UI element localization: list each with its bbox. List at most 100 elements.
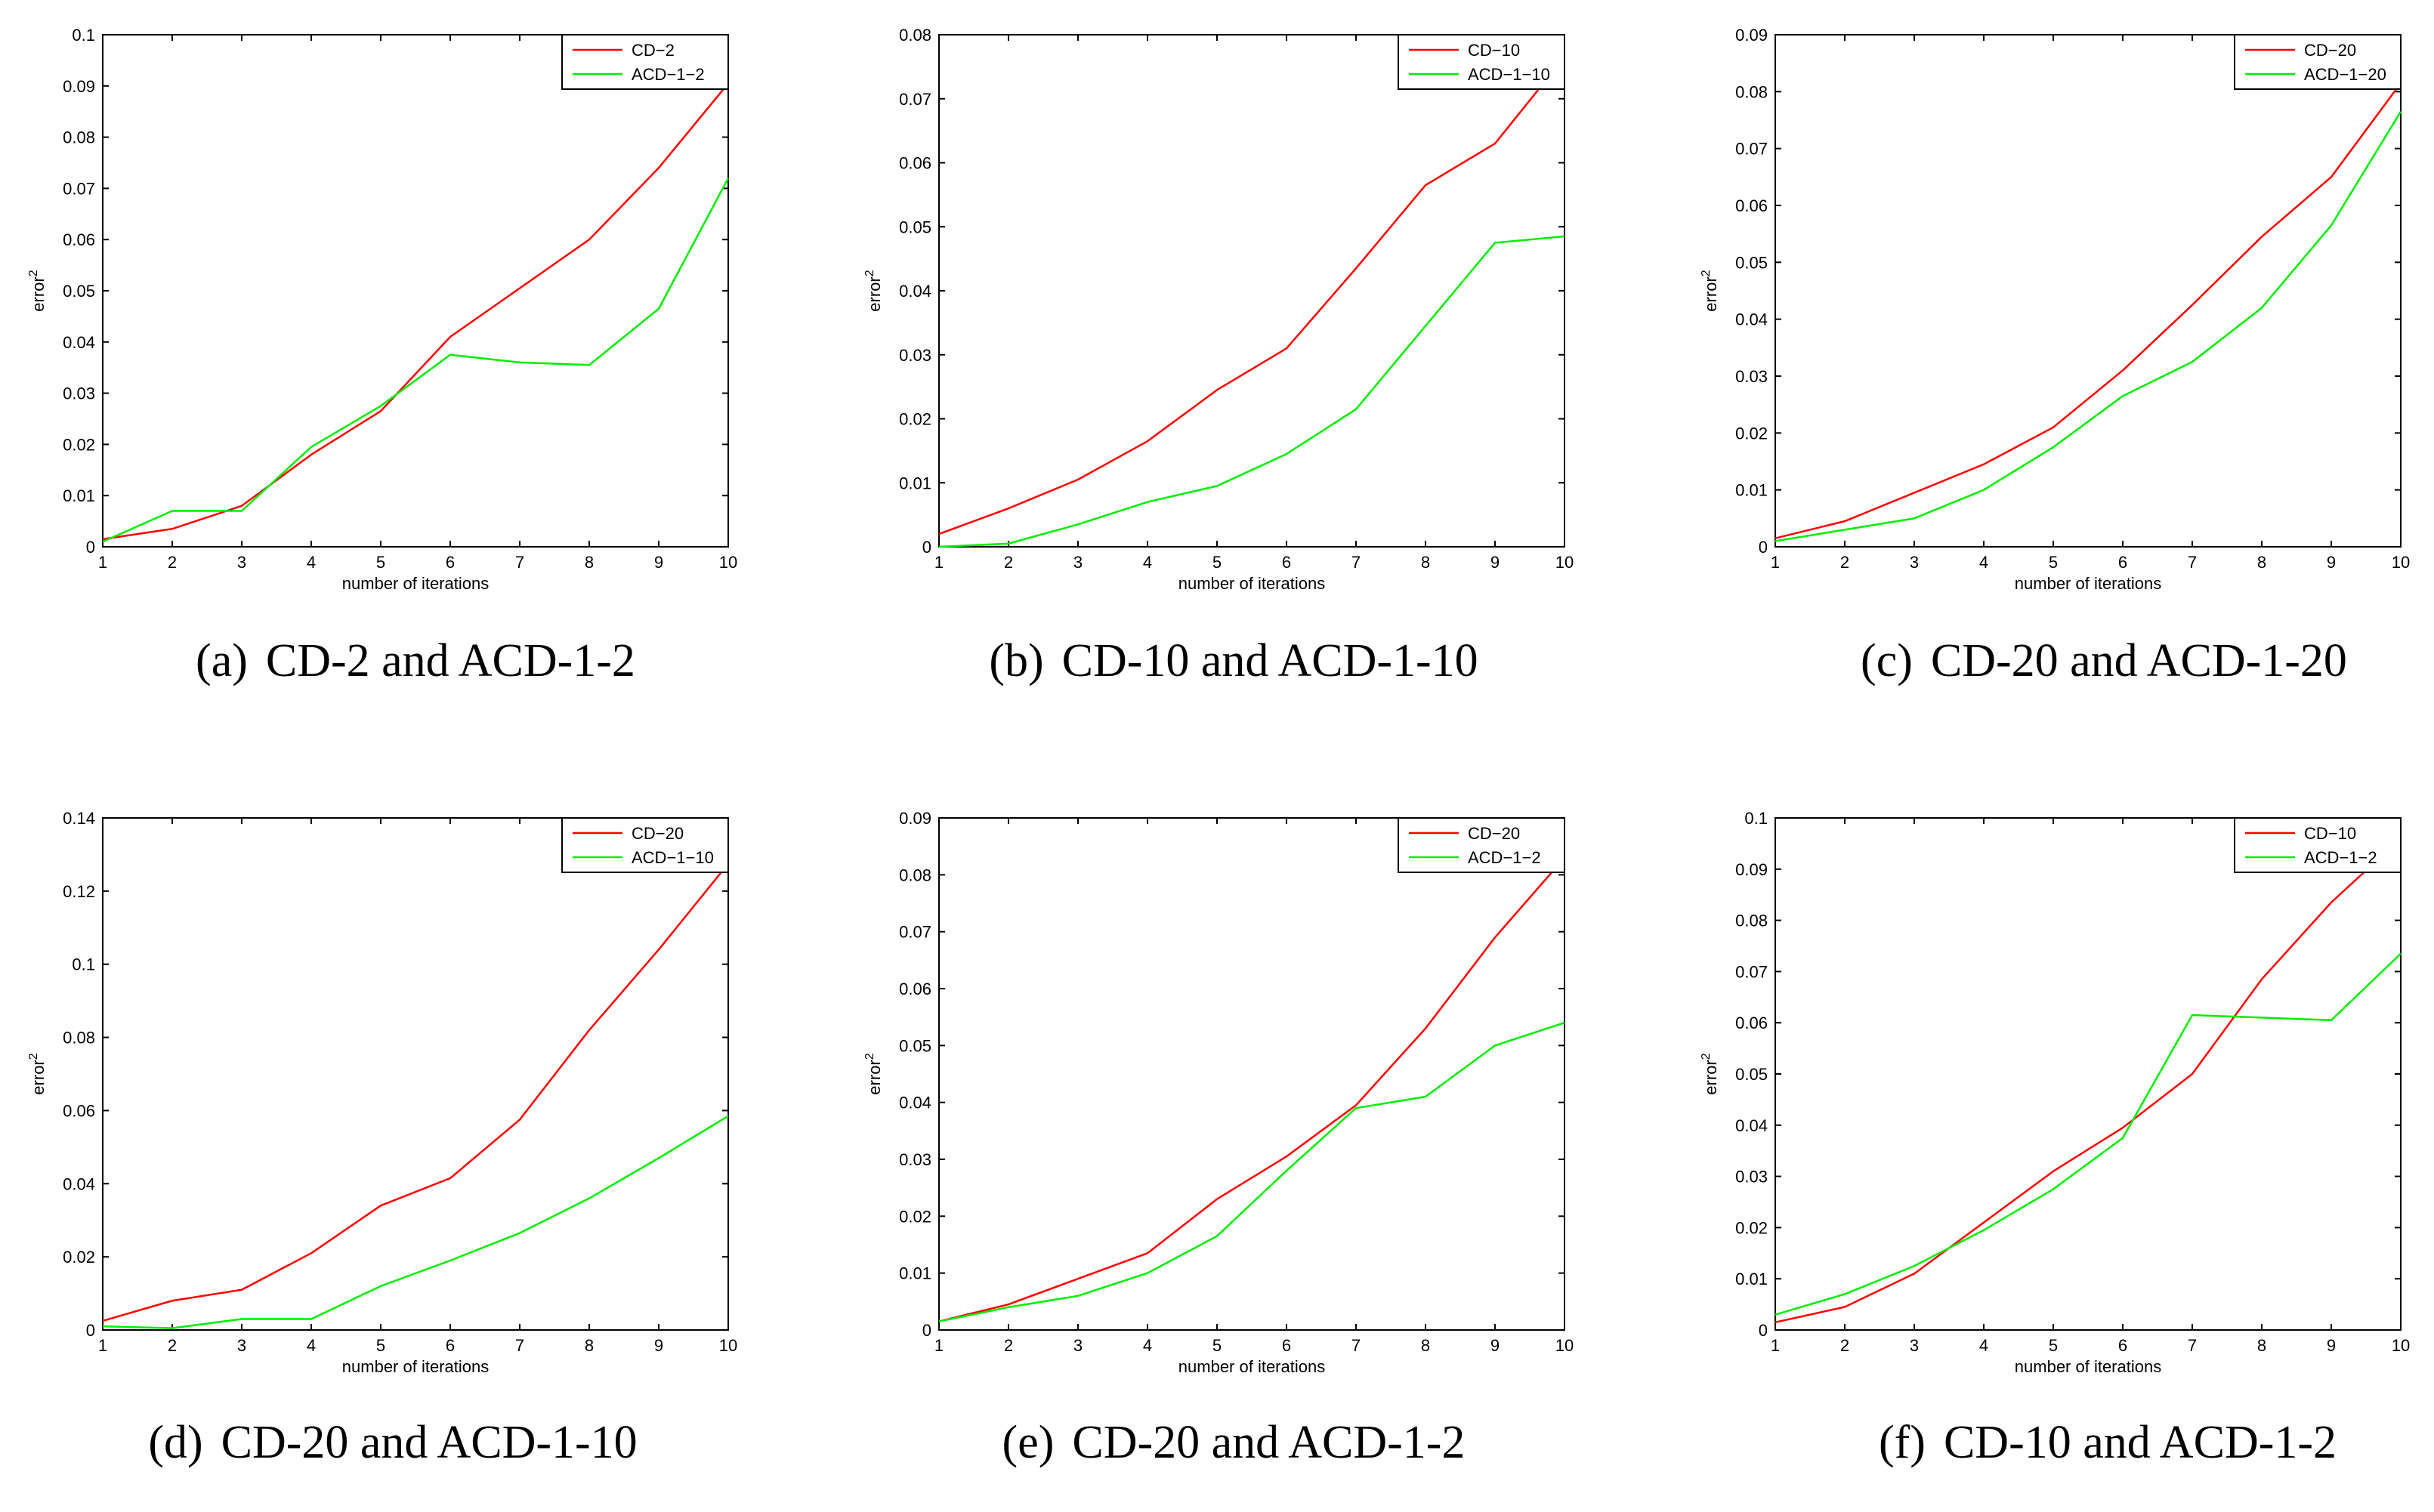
y-tick-label: 0.02 bbox=[63, 435, 95, 454]
x-tick-label: 4 bbox=[307, 553, 316, 572]
caption-label: (d) bbox=[148, 1417, 202, 1468]
y-tick-label: 0.04 bbox=[1735, 1116, 1768, 1135]
series-line-green bbox=[102, 177, 730, 543]
x-axis-label: number of iterations bbox=[342, 1357, 489, 1376]
y-tick-label: 0.05 bbox=[1735, 253, 1768, 272]
x-tick-label: 3 bbox=[1910, 553, 1919, 572]
x-axis-label: number of iterations bbox=[2015, 574, 2161, 593]
x-tick-label: 1 bbox=[934, 1336, 944, 1355]
y-tick-label: 0.01 bbox=[899, 474, 931, 492]
x-tick-label: 7 bbox=[515, 1336, 524, 1355]
x-tick-label: 6 bbox=[2118, 553, 2127, 572]
y-tick-label: 0.03 bbox=[1735, 367, 1768, 386]
y-axis-label-superscript: 2 bbox=[863, 270, 876, 276]
chart-panel-c: 1 2 3 4 5 6 7 8 9 10 0 0.01 0.02 0.03 0.04 0.05 0.06 0.07… bbox=[1700, 26, 2410, 687]
x-tick-label: 4 bbox=[1979, 553, 1988, 572]
caption-text: CD-2 and ACD-1-2 bbox=[266, 635, 635, 687]
y-tick-label: 0.07 bbox=[1735, 962, 1768, 981]
series-line-green bbox=[1775, 111, 2402, 542]
y-tick-label: 0.07 bbox=[899, 90, 931, 109]
y-tick-label: 0.08 bbox=[899, 26, 931, 45]
y-axis-label-superscript: 2 bbox=[1700, 270, 1713, 276]
legend-box bbox=[1398, 817, 1565, 873]
x-tick-label: 8 bbox=[2257, 1336, 2266, 1355]
y-tick-label: 0 bbox=[1759, 1321, 1768, 1340]
x-tick-label: 7 bbox=[1351, 553, 1361, 572]
legend-label: ACD−1−10 bbox=[632, 848, 714, 867]
y-axis-label: error2 bbox=[863, 270, 884, 311]
legend-box bbox=[561, 817, 729, 873]
y-tick-label: 0.05 bbox=[1735, 1065, 1768, 1084]
y-tick-label: 0.06 bbox=[899, 980, 931, 998]
legend-label: CD−10 bbox=[1468, 41, 1520, 60]
x-axis-label: number of iterations bbox=[2015, 1357, 2161, 1376]
x-tick-label: 4 bbox=[1979, 1336, 1988, 1355]
y-axis-label-superscript: 2 bbox=[1700, 1053, 1713, 1060]
series-line-red bbox=[1775, 82, 2402, 539]
legend: CD−10 ACD−1−10 bbox=[1398, 34, 1565, 90]
plot-frame bbox=[1775, 34, 2402, 548]
x-tick-label: 9 bbox=[654, 553, 663, 572]
plot-frame bbox=[938, 34, 1565, 548]
x-tick-label: 4 bbox=[1143, 553, 1152, 572]
x-tick-label: 5 bbox=[376, 553, 385, 572]
series-line-red bbox=[938, 856, 1565, 1322]
chart-panel-f: 1 2 3 4 5 6 7 8 9 10 0 0.01 0.02 0.03 0.04 0.05 0.06 0.07… bbox=[1700, 809, 2410, 1468]
y-tick-label: 0.02 bbox=[1735, 424, 1768, 443]
legend-box bbox=[2234, 817, 2402, 873]
x-tick-label: 3 bbox=[1073, 1336, 1083, 1355]
x-tick-label: 10 bbox=[1555, 1336, 1574, 1355]
legend-box bbox=[1398, 34, 1565, 90]
caption-text: CD-20 and ACD-1-20 bbox=[1931, 635, 2347, 687]
x-tick-label: 10 bbox=[2392, 1336, 2410, 1355]
x-tick-label: 1 bbox=[1771, 553, 1780, 572]
x-tick-label: 5 bbox=[1212, 553, 1222, 572]
series-line-green bbox=[938, 235, 1565, 548]
x-tick-label: 8 bbox=[1421, 1336, 1430, 1355]
x-tick-label: 9 bbox=[1490, 1336, 1500, 1355]
plot-frame bbox=[102, 817, 729, 1331]
chart-panel-d: 1 2 3 4 5 6 7 8 9 10 0 0.02 0.04 0.06 0.08 0.1 0.12 0.14 n… bbox=[27, 809, 737, 1468]
y-tick-label: 0.1 bbox=[1744, 809, 1768, 828]
y-tick-label: 0 bbox=[922, 538, 931, 557]
caption-label: (f) bbox=[1879, 1417, 1926, 1468]
x-tick-label: 3 bbox=[1073, 553, 1083, 572]
x-tick-label: 4 bbox=[307, 1336, 316, 1355]
x-tick-label: 7 bbox=[515, 553, 524, 572]
x-tick-label: 3 bbox=[237, 553, 246, 572]
caption-label: (b) bbox=[989, 635, 1043, 687]
y-tick-label: 0.14 bbox=[63, 809, 95, 828]
y-tick-label: 0.03 bbox=[899, 1150, 931, 1169]
subfigure-caption: (a) CD-2 and ACD-1-2 bbox=[196, 635, 635, 687]
y-tick-label: 0.06 bbox=[1735, 1014, 1768, 1032]
y-tick-label: 0.09 bbox=[63, 77, 95, 96]
x-tick-label: 6 bbox=[1282, 553, 1291, 572]
series-line-green bbox=[1775, 952, 2402, 1316]
x-tick-label: 2 bbox=[168, 1336, 177, 1355]
x-axis-label: number of iterations bbox=[1178, 1357, 1325, 1376]
y-tick-label: 0.01 bbox=[63, 486, 95, 505]
x-tick-label: 4 bbox=[1143, 1336, 1152, 1355]
y-tick-label: 0 bbox=[922, 1321, 931, 1340]
x-tick-label: 1 bbox=[98, 553, 107, 572]
series-line-green bbox=[938, 1022, 1565, 1322]
caption-text: CD-20 and ACD-1-10 bbox=[221, 1417, 638, 1468]
y-tick-label: 0.03 bbox=[899, 346, 931, 365]
y-tick-label: 0.04 bbox=[899, 282, 931, 301]
x-tick-label: 2 bbox=[1840, 1336, 1849, 1355]
y-tick-label: 0.08 bbox=[1735, 912, 1768, 930]
legend-label: ACD−1−10 bbox=[1468, 65, 1550, 84]
caption-text: CD-10 and ACD-1-10 bbox=[1062, 635, 1478, 687]
x-tick-label: 5 bbox=[1212, 1336, 1222, 1355]
y-tick-label: 0.12 bbox=[63, 882, 95, 901]
subfigure-caption: (c) CD-20 and ACD-1-20 bbox=[1861, 635, 2347, 687]
y-tick-label: 0.02 bbox=[899, 1207, 931, 1226]
x-tick-label: 2 bbox=[168, 553, 177, 572]
y-axis-label: error2 bbox=[1700, 270, 1720, 311]
y-tick-label: 0.04 bbox=[63, 1174, 95, 1193]
x-tick-label: 9 bbox=[2327, 1336, 2336, 1355]
x-tick-label: 1 bbox=[98, 1336, 107, 1355]
y-axis-label-superscript: 2 bbox=[27, 1053, 40, 1060]
subfigure-caption: (e) CD-20 and ACD-1-2 bbox=[1002, 1417, 1466, 1468]
legend-label: CD−20 bbox=[1468, 824, 1520, 843]
